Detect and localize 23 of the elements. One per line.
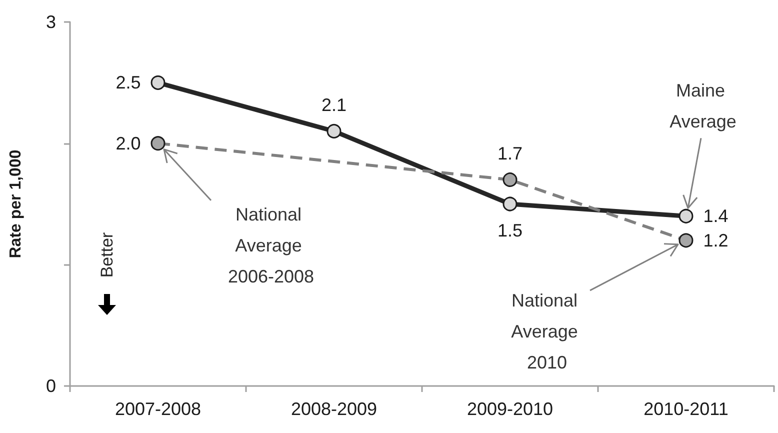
y-axis-title: Rate per 1,000 [8,150,24,258]
point [502,196,518,212]
y-tick-label: 3 [46,12,56,32]
point [678,208,694,224]
x-tick-label: 2010-2011 [644,399,728,419]
data-label: 1.7 [497,143,523,164]
annotation: National Average 2006-2008 [228,204,314,286]
annotation: Better [98,232,116,278]
point [326,124,342,138]
annotation: National Average 2010 [511,290,583,372]
x-tick-label: 2009-2010 [466,399,554,419]
data-label: 1.5 [497,220,523,240]
y-tick-label: 0 [46,376,56,396]
x-tick-label: 2007-2008 [114,399,202,419]
point [150,75,166,90]
data-label: 2.0 [116,133,141,154]
x-tick-label: 2008-2009 [290,399,378,419]
annotation: Maine Average [670,80,736,132]
data-label: 1.4 [703,206,728,226]
point [150,136,166,151]
data-label: 1.2 [703,230,728,250]
data-label: 2.5 [116,72,141,93]
data-label: 2.1 [321,94,347,115]
